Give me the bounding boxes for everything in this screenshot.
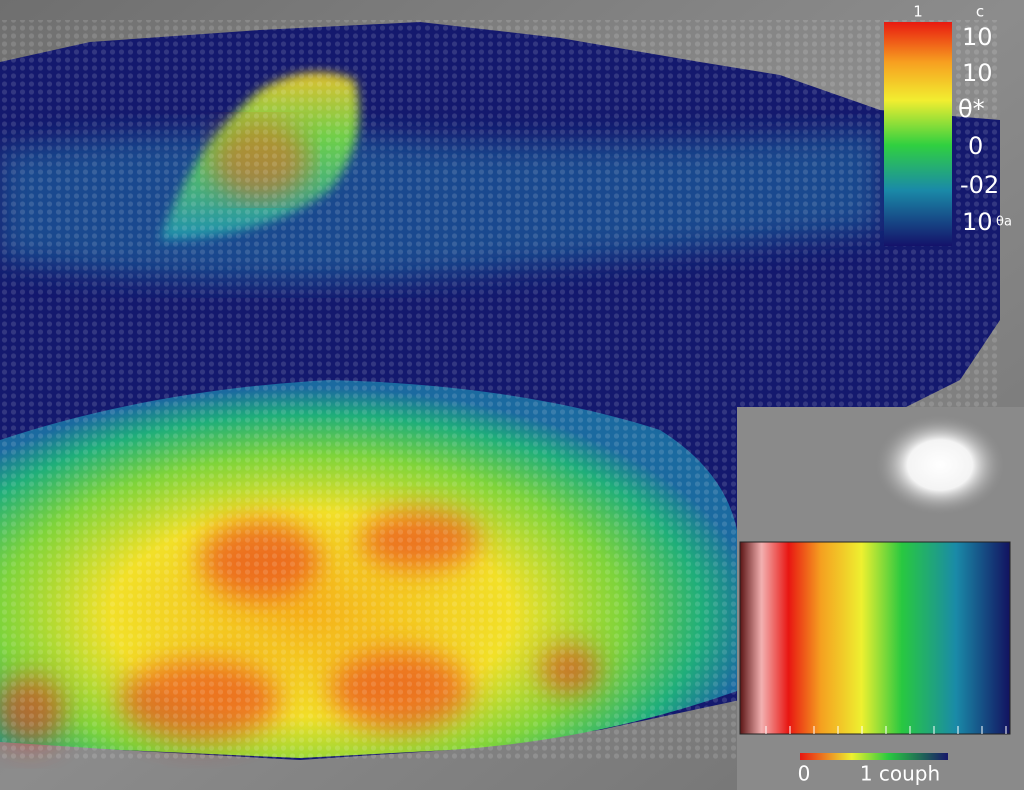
colorbar-label: -02	[960, 171, 999, 199]
labels: 1 c 10 10 θ* 0 -02 10 θa 0 1 couph	[798, 3, 1012, 786]
heatmap	[0, 20, 1000, 760]
inset-colorbar	[800, 753, 948, 760]
glow	[875, 415, 1005, 515]
colorbar-label: 10	[962, 208, 993, 236]
inset-gradient	[739, 541, 1011, 735]
colorbar	[884, 22, 952, 246]
colorbar-label: 10	[962, 23, 993, 51]
header-label: 1	[913, 3, 923, 21]
colorbar-unit: θa	[996, 215, 1012, 230]
colorbar-label: 0	[968, 132, 983, 160]
inset-label: 1 couph	[860, 762, 940, 786]
inset-label: 0	[798, 762, 811, 786]
colorbar-label: 10	[962, 59, 993, 87]
inset-panel	[737, 407, 1024, 790]
colorbar-gradient	[884, 22, 952, 246]
header-label: c	[976, 3, 984, 21]
colorbar-label: θ*	[958, 95, 985, 123]
